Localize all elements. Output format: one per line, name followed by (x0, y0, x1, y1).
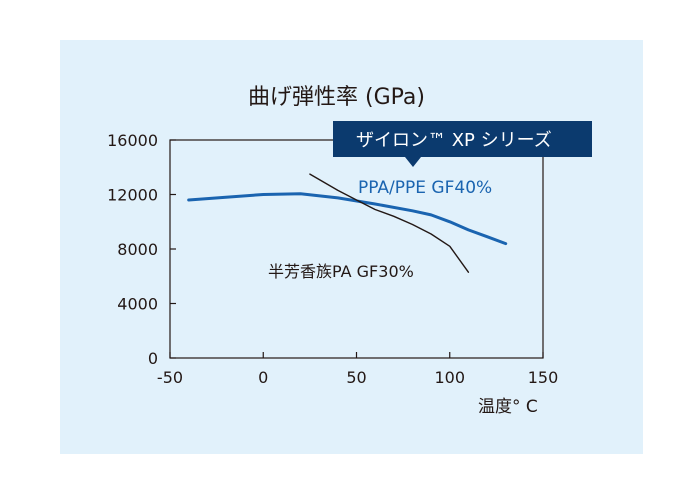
series-line-semi-aromatic-pa (309, 173, 470, 273)
legend-banner-bg (333, 121, 592, 167)
series-label-semi-aromatic-pa: 半芳香族PA GF30% (268, 262, 414, 281)
x-tick-label: 0 (258, 368, 268, 387)
series-label-ppa-ppe: PPA/PPE GF40% (358, 178, 492, 198)
y-tick-label: 16000 (107, 131, 158, 150)
series-layer (187, 173, 508, 273)
legend-banner-text: ザイロン™ XP シリーズ (356, 130, 552, 151)
chart-title: 曲げ弾性率 (GPa) (248, 85, 425, 110)
x-axis-ticks: -50 0 50 100 150 (157, 352, 558, 387)
chart-panel (60, 40, 643, 454)
y-tick-label: 4000 (117, 295, 158, 314)
y-tick-label: 0 (148, 349, 158, 368)
y-tick-label: 12000 (107, 186, 158, 205)
plot-frame (169, 139, 544, 359)
x-tick-label: 50 (346, 368, 366, 387)
y-axis-ticks: 0 4000 8000 12000 16000 (107, 131, 176, 368)
x-tick-label: 150 (528, 368, 559, 387)
x-tick-label: -50 (157, 368, 183, 387)
x-tick-label: 100 (434, 368, 465, 387)
series-line-ppa-ppe (187, 192, 508, 246)
x-axis-label: 温度° C (478, 397, 538, 417)
y-tick-label: 8000 (117, 240, 158, 259)
